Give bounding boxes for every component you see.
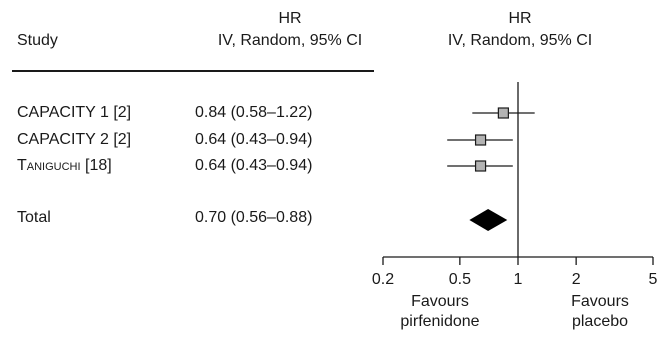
study-ci-row-2: 0.64 (0.43–0.94) xyxy=(195,131,313,148)
study-ci-row-1: 0.84 (0.58–1.22) xyxy=(195,104,313,121)
x-axis-tick-label-3: 1 xyxy=(514,271,523,288)
x-axis-tick-label-2: 0.5 xyxy=(449,271,471,288)
x-axis-tick-label-5: 5 xyxy=(649,271,658,288)
favours-right-line1: Favours xyxy=(571,293,629,310)
x-axis-tick-label-4: 2 xyxy=(572,271,581,288)
plot-header-line2: IV, Random, 95% CI xyxy=(447,32,593,49)
study-marker-2 xyxy=(474,134,487,146)
favours-left-line1: Favours xyxy=(411,293,469,310)
favours-right-line2: placebo xyxy=(571,313,629,330)
total-ci: 0.70 (0.56–0.88) xyxy=(195,209,313,226)
study-name-row-2: CAPACITY 2 [2] xyxy=(17,131,132,148)
header-divider xyxy=(12,70,374,72)
plot-header-line1: HR xyxy=(508,10,532,27)
study-column-header: Study xyxy=(17,32,58,49)
study-marker-1 xyxy=(497,107,509,119)
study-marker-3 xyxy=(474,160,487,172)
favours-left-line2: pirfenidone xyxy=(400,313,480,330)
study-ci-row-3: 0.64 (0.43–0.94) xyxy=(195,157,313,174)
hr-column-header-line1: HR xyxy=(278,10,302,27)
study-name-row-1: CAPACITY 1 [2] xyxy=(17,104,132,121)
x-axis-tick-label-1: 0.2 xyxy=(372,271,394,288)
total-label: Total xyxy=(17,209,51,226)
pooled-diamond xyxy=(469,209,508,231)
hr-column-header-line2: IV, Random, 95% CI xyxy=(217,32,363,49)
study-name-row-3: Taniguchi [18] xyxy=(17,157,112,174)
